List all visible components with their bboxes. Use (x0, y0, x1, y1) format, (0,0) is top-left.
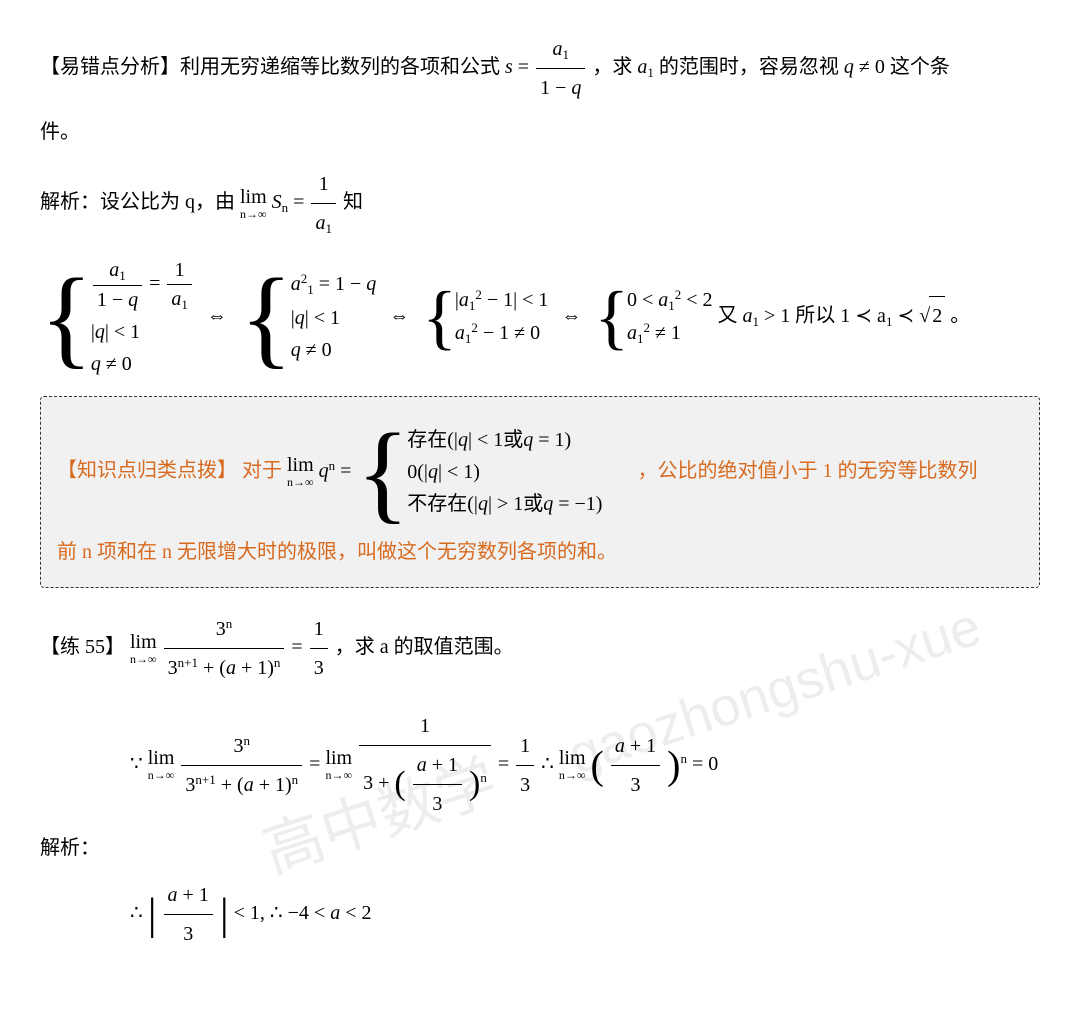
hint-label: 【知识点归类点拨】 (57, 460, 237, 482)
error-point-tail: 件。 (40, 113, 1040, 151)
solution-label: 解析： (40, 829, 1040, 867)
text: 的范围时，容易忽视 (659, 56, 844, 78)
solution-intro: 解析：设公比为 q，由 limn→∞ Sn = 1a1 知 (40, 165, 1040, 242)
exercise-solution-line1: ∵ limn→∞ 3n 3n+1 + (a + 1)n = limn→∞ 1 3… (40, 707, 1040, 823)
exercise-tail: ，求 a 的取值范围。 (335, 636, 514, 658)
a1: a1 (637, 56, 654, 78)
text: 所以 (795, 305, 840, 327)
hint-text: 对于 (242, 460, 287, 482)
formula-s: s = a11 − q (505, 56, 592, 78)
text: ，求 (592, 56, 637, 78)
text: 这个条 (890, 56, 950, 78)
knowledge-hint-box: 【知识点归类点拨】 对于 limn→∞ qn = { 存在(|q| < 1或q … (40, 396, 1040, 588)
text: 知 (343, 191, 363, 213)
text: 又 (718, 305, 743, 327)
derivation-chain: { a11 − q = 1a1 |q| < 1 q ≠ 0 ⇔ { a21 = … (40, 256, 1040, 378)
exercise-55: 【练 55】 limn→∞ 3n 3n+1 + (a + 1)n = 13 ，求… (40, 610, 1040, 687)
error-point-paragraph: 【易错点分析】利用无穷递缩等比数列的各项和公式 s = a11 − q ，求 a… (40, 30, 1040, 107)
q-neq-0: q ≠ 0 (844, 56, 885, 78)
text: 【易错点分析】利用无穷递缩等比数列的各项和公式 (40, 56, 505, 78)
lim-Sn: limn→∞ Sn = 1a1 (240, 191, 343, 213)
exercise-label: 【练 55】 (40, 636, 125, 658)
exercise-solution-line2: ∴ | a + 13 | < 1, ∴ −4 < a < 2 (40, 873, 1040, 957)
hint-tail: ，公比的绝对值小于 1 的无穷等比数列 (637, 460, 977, 482)
lim-qn: limn→∞ qn = (287, 460, 356, 482)
text: 解析：设公比为 q，由 (40, 191, 240, 213)
hint-line2: 前 n 项和在 n 无限增大时的极限，叫做这个无穷数列各项的和。 (57, 533, 1023, 571)
